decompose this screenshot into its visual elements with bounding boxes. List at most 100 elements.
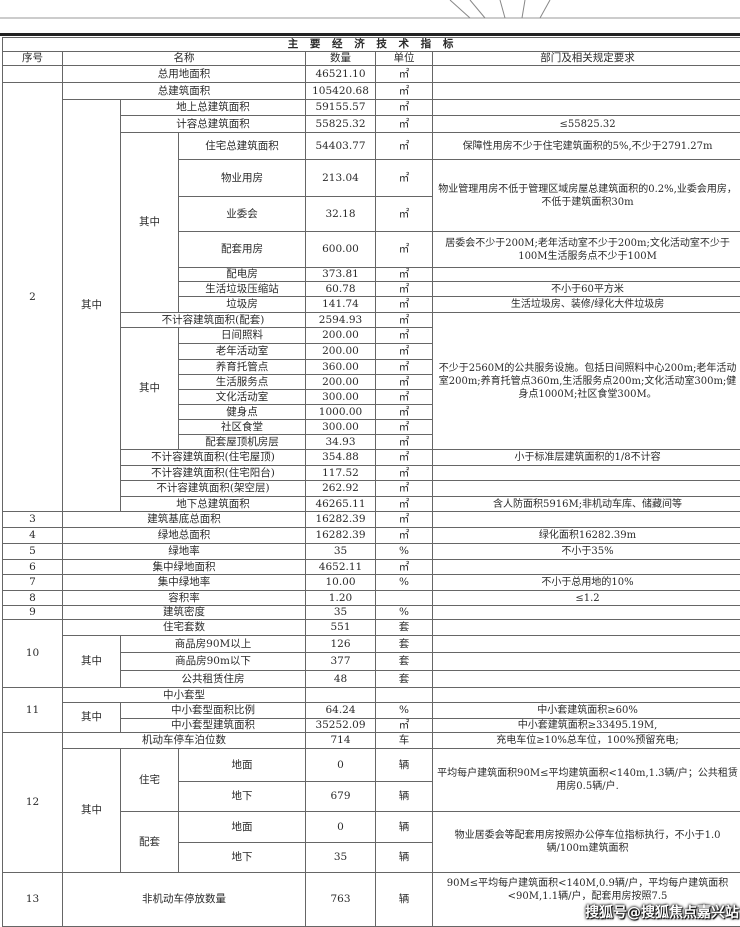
item-name: 地下: [178, 842, 306, 873]
item-unit: 车: [375, 732, 433, 749]
item-name: 商品房90M以上: [120, 635, 306, 653]
item-quantity: 34.93: [305, 434, 376, 450]
item-unit: ㎡: [375, 434, 433, 450]
item-quantity: 48: [305, 670, 376, 688]
group-label: 住宅: [120, 748, 179, 812]
item-quantity: 59155.57: [305, 99, 376, 116]
table-row: 健身点 1000.00 ㎡: [3, 404, 740, 420]
item-requirement: 90M≤平均每户建筑面积<140M,0.9辆/户，平均每户建筑面积<90M,1.…: [446, 878, 729, 902]
item-quantity: 0: [305, 748, 376, 782]
item-requirement: 充电车位≥10%总车位，100%预留充电;: [431, 732, 740, 749]
group-label: 其中: [62, 702, 121, 733]
item-quantity: 35252.09: [305, 718, 376, 733]
item-name: 地面: [178, 748, 306, 782]
item-name: 集中绿地率: [62, 574, 306, 591]
item-name: 配电房: [178, 267, 306, 282]
item-quantity: 16282.39: [305, 527, 376, 544]
row-number: 7: [2, 574, 63, 591]
item-unit: ㎡: [375, 527, 433, 544]
item-unit: ㎡: [375, 267, 433, 282]
item-name: 商品房90m以下: [120, 652, 306, 671]
item-quantity: [305, 687, 376, 703]
item-quantity: 714: [305, 732, 376, 749]
item-requirement: 居委会不少于200M;老年活动室不少于200m;文化活动室不少于100M生活服务…: [431, 231, 740, 268]
table-row: 配套 地面 0 辆物业居委会等配套用房按照办公停车位指标执行，不小于1.0辆/100m…: [3, 811, 740, 873]
item-name: 物业用房: [178, 159, 306, 197]
watermark: 搜狐号@搜狐焦点嘉兴站: [585, 905, 740, 921]
item-quantity: 64.24: [305, 702, 376, 719]
item-name: 健身点: [178, 404, 306, 420]
row-number: [2, 65, 63, 83]
item-unit: 辆: [375, 842, 433, 873]
item-name: 地面: [178, 811, 306, 843]
item-requirement: [431, 652, 740, 671]
item-quantity: 213.04: [305, 159, 376, 197]
item-unit: 辆: [375, 748, 433, 782]
item-name: 总建筑面积: [62, 82, 306, 100]
item-quantity: 0: [305, 811, 376, 843]
item-name: 日间照料: [178, 327, 306, 344]
item-name: 地下: [178, 781, 306, 812]
row-number: 5: [2, 543, 63, 560]
item-requirement: 小于标准层建筑面积的1/8不计容: [431, 449, 740, 466]
item-name: 总用地面积: [62, 65, 306, 83]
group-label: 配套: [120, 811, 179, 873]
top-drawing-fragment: [0, 0, 740, 19]
item-requirement: 不小于35%: [431, 543, 740, 560]
item-requirement: [431, 559, 740, 575]
item-requirement: 生活垃圾房、装修/绿化大件垃圾房: [431, 296, 740, 313]
item-unit: %: [375, 543, 433, 560]
item-requirement: 保障性用房不少于住宅建筑面积的5%,不少于2791.27m: [431, 132, 740, 160]
item-requirement: [431, 605, 740, 620]
table-row: 社区食堂 300.00 ㎡: [3, 419, 740, 435]
item-unit: ㎡: [375, 231, 433, 268]
table-row: 不计容建筑面积(住宅阳台) 117.52 ㎡: [3, 465, 740, 481]
header-req: 部门及相关规定要求: [431, 51, 740, 66]
item-name: 中小套型: [62, 687, 306, 703]
header-unit: 单位: [375, 51, 433, 66]
row-number: 3: [2, 511, 63, 528]
item-requirement: [431, 99, 740, 116]
item-requirement: 含人防面积5916M;非机动车库、储藏间等: [431, 496, 740, 512]
item-quantity: 262.92: [305, 480, 376, 497]
table-row: 7 集中绿地率 10.00% 不小于总用地的10%: [2, 574, 740, 591]
item-unit: ㎡: [375, 559, 433, 575]
item-name: 集中绿地面积: [62, 559, 306, 575]
item-quantity: 117.52: [305, 465, 376, 481]
item-unit: %: [375, 702, 433, 719]
table-row: 不计容建筑面积(架空层) 262.92 ㎡: [3, 480, 740, 497]
item-quantity: 35: [305, 605, 376, 620]
item-name: 建筑密度: [62, 605, 306, 620]
item-name: 容积率: [62, 590, 306, 606]
item-unit: [375, 687, 433, 703]
item-name: 垃圾房: [178, 296, 306, 313]
item-requirement: ≤1.2: [431, 590, 740, 606]
table-row: 8 容积率 1.20 ≤1.2: [2, 590, 740, 606]
item-quantity: 54403.77: [305, 132, 376, 160]
item-quantity: 600.00: [305, 231, 376, 268]
item-unit: 套: [375, 619, 433, 636]
item-quantity: 141.74: [305, 296, 376, 313]
item-unit: ㎡: [375, 389, 433, 405]
item-quantity: 200.00: [305, 343, 376, 360]
item-name: 建筑基底总面积: [62, 511, 306, 528]
item-quantity: 46521.10: [305, 65, 376, 83]
item-quantity: 200.00: [305, 374, 376, 390]
table-row: 商品房90m以下 377 套: [3, 652, 740, 671]
item-name: 绿地总面积: [62, 527, 306, 544]
item-quantity: 1.20: [305, 590, 376, 606]
item-name: 不计容建筑面积(住宅屋顶): [120, 449, 306, 466]
item-unit: %: [375, 574, 433, 591]
header-no: 序号: [2, 51, 63, 66]
item-unit: 辆: [375, 781, 433, 812]
row-number: 4: [2, 527, 63, 544]
item-unit: ㎡: [375, 480, 433, 497]
row-number: 2: [2, 82, 63, 512]
item-unit: ㎡: [375, 511, 433, 528]
item-quantity: 377: [305, 652, 376, 671]
